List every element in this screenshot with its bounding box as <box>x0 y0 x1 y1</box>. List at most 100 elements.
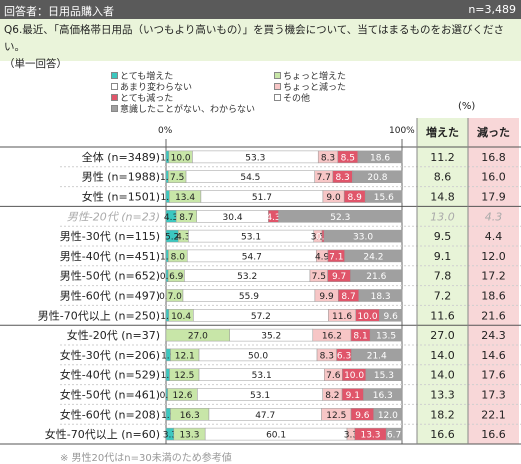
bar-value-label: 13.3 <box>179 431 199 441</box>
category-label: 女性-50代 (n=461) <box>60 388 160 402</box>
decreased-value: 12.0 <box>481 250 506 263</box>
bar-value-label: 50.0 <box>248 351 268 361</box>
bar-value-label: 8.3 <box>320 351 334 361</box>
bar-value-label: 9.6 <box>384 312 399 322</box>
increased-value: 14.0 <box>430 349 455 362</box>
bar-value-label: 13.4 <box>175 193 195 203</box>
increased-value: 14.8 <box>430 191 455 204</box>
decreased-value: 16.8 <box>481 151 506 164</box>
bar-value-label: 21.4 <box>367 351 387 361</box>
bar-value-label: 8.2 <box>325 391 339 401</box>
decreased-value: 16.0 <box>481 171 506 184</box>
bar-value-label: 8.5 <box>341 153 355 163</box>
increased-value: 13.0 <box>430 210 455 223</box>
category-label: 男性-60代 (n=497) <box>60 289 160 303</box>
bar-value-label: 13.3 <box>360 431 380 441</box>
bar-value-label: 53.1 <box>250 391 270 401</box>
bar-value-label: 55.9 <box>239 292 259 302</box>
bar-value-label: 54.5 <box>240 173 260 183</box>
decreased-value: 14.6 <box>481 349 506 362</box>
bar-value-label: 51.7 <box>252 193 272 203</box>
bar-value-label: 27.0 <box>188 332 208 342</box>
bar-value-label: 12.6 <box>172 391 192 401</box>
increased-value: 7.2 <box>434 290 452 303</box>
decreased-value: 16.6 <box>481 428 506 441</box>
bar-value-label: 8.7 <box>341 292 355 302</box>
bar-value-label: 7.5 <box>312 272 326 282</box>
category-label: 男性-30代 (n=115) <box>60 229 160 243</box>
increased-value: 18.2 <box>430 408 455 421</box>
category-label: 男性-40代 (n=451) <box>60 249 160 263</box>
category-label: 女性 (n=1501) <box>82 190 160 204</box>
category-label: 男性-50代 (n=652) <box>60 269 160 283</box>
category-label: 男性-70代以上 (n=250) <box>38 308 160 322</box>
bar-value-label: 6.9 <box>169 272 184 282</box>
decreased-value: 18.6 <box>481 290 506 303</box>
increased-value: 11.6 <box>430 309 455 322</box>
bar-value-label: 8.7 <box>179 213 193 223</box>
bar-value-label: 57.2 <box>251 312 271 322</box>
bar-value-label: 16.3 <box>180 411 200 421</box>
bar-value-label: 10.0 <box>358 312 378 322</box>
bar-value-label: 13.5 <box>376 332 396 342</box>
bar-value-label: 24.2 <box>363 252 383 262</box>
category-label: 女性-20代 (n=37) <box>67 328 160 342</box>
bar-value-label: 8.9 <box>348 193 363 203</box>
decreased-value: 4.4 <box>485 230 503 243</box>
bar-value-label: 7.0 <box>168 292 183 302</box>
bar-value-label: 60.1 <box>266 431 286 441</box>
category-label: 全体 (n=3489) <box>82 150 160 164</box>
bar-value-label: 15.6 <box>374 193 394 203</box>
bar-value-label: 8.0 <box>171 252 186 262</box>
bar-value-label: 53.1 <box>252 371 272 381</box>
decreased-value: 17.3 <box>481 389 506 402</box>
bar-value-label: 9.0 <box>326 193 341 203</box>
decreased-value: 4.3 <box>485 210 503 223</box>
bar-value-label: 7.6 <box>326 371 341 381</box>
category-label: 男性 (n=1988) <box>82 170 160 184</box>
bar-value-label: 18.6 <box>370 153 390 163</box>
bar-value-label: 16.2 <box>322 332 342 342</box>
bar-value-label: 15.3 <box>374 371 394 381</box>
bar-value-label: 12.0 <box>378 411 398 421</box>
category-label: 女性-30代 (n=206) <box>60 348 160 362</box>
bar-value-label: 35.2 <box>261 332 281 342</box>
increased-value: 13.3 <box>430 389 455 402</box>
bar-value-label: 8.3 <box>335 173 349 183</box>
bar-value-label: 12.1 <box>175 351 195 361</box>
bar-value-label: 9.7 <box>332 272 346 282</box>
decreased-value: 17.9 <box>481 191 506 204</box>
decreased-value: 22.1 <box>481 408 506 421</box>
bar-value-label: 7.5 <box>170 173 184 183</box>
category-label: 女性-40代 (n=529) <box>60 368 160 382</box>
bar-value-label: 16.3 <box>373 391 393 401</box>
bar-value-label: 54.7 <box>242 252 262 262</box>
decreased-value: 24.3 <box>481 329 506 342</box>
decreased-value: 21.6 <box>481 309 506 322</box>
bar-value-label: 8.3 <box>321 153 335 163</box>
bar-value-label: 8.1 <box>353 332 367 342</box>
increased-value: 16.6 <box>430 428 455 441</box>
increased-value: 7.8 <box>434 270 452 283</box>
bar-value-label: 4.9 <box>315 252 330 262</box>
increased-value: 9.5 <box>434 230 452 243</box>
bar-value-label: 47.7 <box>255 411 275 421</box>
bar-value-label: 53.2 <box>237 272 257 282</box>
increased-value: 14.0 <box>430 369 455 382</box>
category-label: 女性-60代 (n=208) <box>60 407 160 421</box>
increased-value: 8.6 <box>434 171 452 184</box>
decreased-value: 17.6 <box>481 369 506 382</box>
bar-value-label: 11.6 <box>332 312 352 322</box>
bar-value-label: 9.1 <box>346 391 360 401</box>
bar-value-label: 9.9 <box>319 292 334 302</box>
bar-value-label: 7.1 <box>329 252 343 262</box>
bar-value-label: 53.3 <box>245 153 265 163</box>
bar-value-label: 52.3 <box>330 213 350 223</box>
decreased-value: 17.2 <box>481 270 506 283</box>
bar-value-label: 12.5 <box>326 411 346 421</box>
bar-value-label: 10.0 <box>171 153 191 163</box>
increased-value: 11.2 <box>430 151 455 164</box>
bar-value-label: 12.5 <box>174 371 194 381</box>
bar-value-label: 6.3 <box>337 351 351 361</box>
